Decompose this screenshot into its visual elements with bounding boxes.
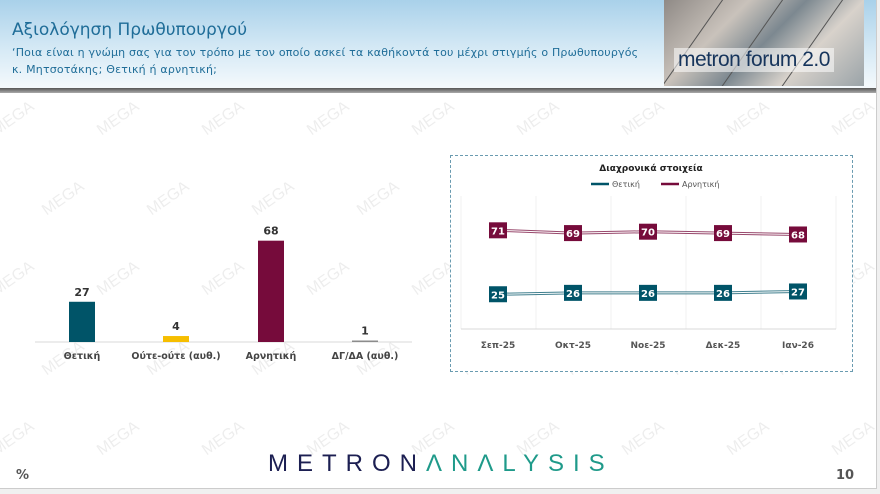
category-label: Θετική (64, 351, 101, 362)
question-text: ‘Ποια είναι η γνώμη σας για τον τρόπο με… (12, 46, 639, 76)
data-marker (564, 225, 582, 242)
bar (352, 340, 378, 342)
data-label: 27 (791, 287, 805, 298)
category-label: Ούτε-ούτε (αυθ.) (131, 351, 220, 362)
watermark: MEGA (199, 418, 248, 460)
x-tick-label: Δεκ-25 (706, 341, 741, 351)
watermark: MEGA (514, 98, 563, 140)
data-marker (489, 222, 507, 239)
category-label: Αρνητική (246, 351, 297, 362)
data-label: 70 (641, 228, 655, 239)
watermark: MEGA (724, 418, 773, 460)
logo-text: metron forum 2.0 (674, 48, 834, 72)
watermark: MEGA (619, 98, 668, 140)
watermark: MEGA (39, 178, 88, 220)
watermark: MEGA (94, 98, 143, 140)
watermark: MEGA (144, 178, 193, 220)
metron-analysis-logo: METRONΛNΛLYSIS (268, 450, 614, 478)
watermark: MEGA (724, 98, 773, 140)
watermark: MEGA (0, 418, 38, 460)
x-tick-label: Ιαν-26 (782, 341, 814, 351)
legend-label: Αρνητική (682, 180, 719, 189)
watermark: MEGA (409, 98, 458, 140)
data-label: 68 (263, 225, 278, 238)
watermark: MEGA (94, 418, 143, 460)
data-label: 26 (716, 289, 730, 300)
category-label: ΔΓ/ΔΑ (αυθ.) (332, 351, 399, 362)
data-label: 71 (491, 226, 505, 237)
bar (258, 240, 284, 342)
data-marker (714, 225, 732, 242)
header: Αξιολόγηση Πρωθυπουργού ‘Ποια είναι η γν… (0, 0, 876, 88)
data-label: 25 (491, 290, 505, 301)
data-marker (789, 283, 807, 300)
legend-label: Θετική (612, 180, 640, 189)
data-marker (489, 286, 507, 303)
data-label: 27 (74, 286, 89, 299)
line-chart: Διαχρονικά στοιχεία Θετική Αρνητική Σεπ-25 Ο… (460, 163, 837, 351)
data-label: 69 (566, 229, 580, 240)
data-label: 4 (172, 320, 180, 333)
x-tick-label: Σεπ-25 (481, 341, 516, 351)
logo-part1: METRON (268, 450, 426, 477)
watermark: MEGA (829, 418, 878, 460)
data-marker (714, 284, 732, 301)
data-marker (789, 226, 807, 243)
header-divider (0, 88, 876, 93)
watermark: MEGA (199, 98, 248, 140)
bar (69, 301, 95, 342)
watermark: MEGA (249, 178, 298, 220)
bar-chart: 27 Θετική 4 Ούτε-ούτε (αυθ.) 68 Αρνητική 1 ΔΓ/Δ… (35, 225, 412, 362)
watermark: MEGA (619, 418, 668, 460)
data-marker (564, 284, 582, 301)
data-label: 26 (641, 289, 655, 300)
chart-title: Διαχρονικά στοιχεία (599, 163, 702, 174)
data-marker (639, 284, 657, 301)
data-label: 68 (791, 230, 805, 241)
unit-label: % (16, 468, 30, 483)
page-number: 10 (836, 468, 855, 483)
page-title: Αξιολόγηση Πρωθυπουργού (12, 20, 248, 40)
trend-chart-panel: Διαχρονικά στοιχεία Θετική Αρνητική Σεπ-25 Ο… (450, 155, 853, 372)
watermark: MEGA (829, 98, 878, 140)
watermark: MEGA (0, 98, 38, 140)
data-label: 69 (716, 229, 730, 240)
data-marker (639, 223, 657, 240)
data-label: 26 (566, 289, 580, 300)
bar (163, 336, 189, 342)
x-tick-label: Νοε-25 (631, 341, 666, 351)
metron-forum-logo: metron forum 2.0 (664, 0, 864, 86)
logo-part2: ΛNΛLYSIS (426, 450, 614, 477)
watermark: MEGA (354, 178, 403, 220)
data-label: 1 (361, 325, 369, 338)
x-tick-label: Οκτ-25 (555, 341, 591, 351)
watermark: MEGA (304, 98, 353, 140)
